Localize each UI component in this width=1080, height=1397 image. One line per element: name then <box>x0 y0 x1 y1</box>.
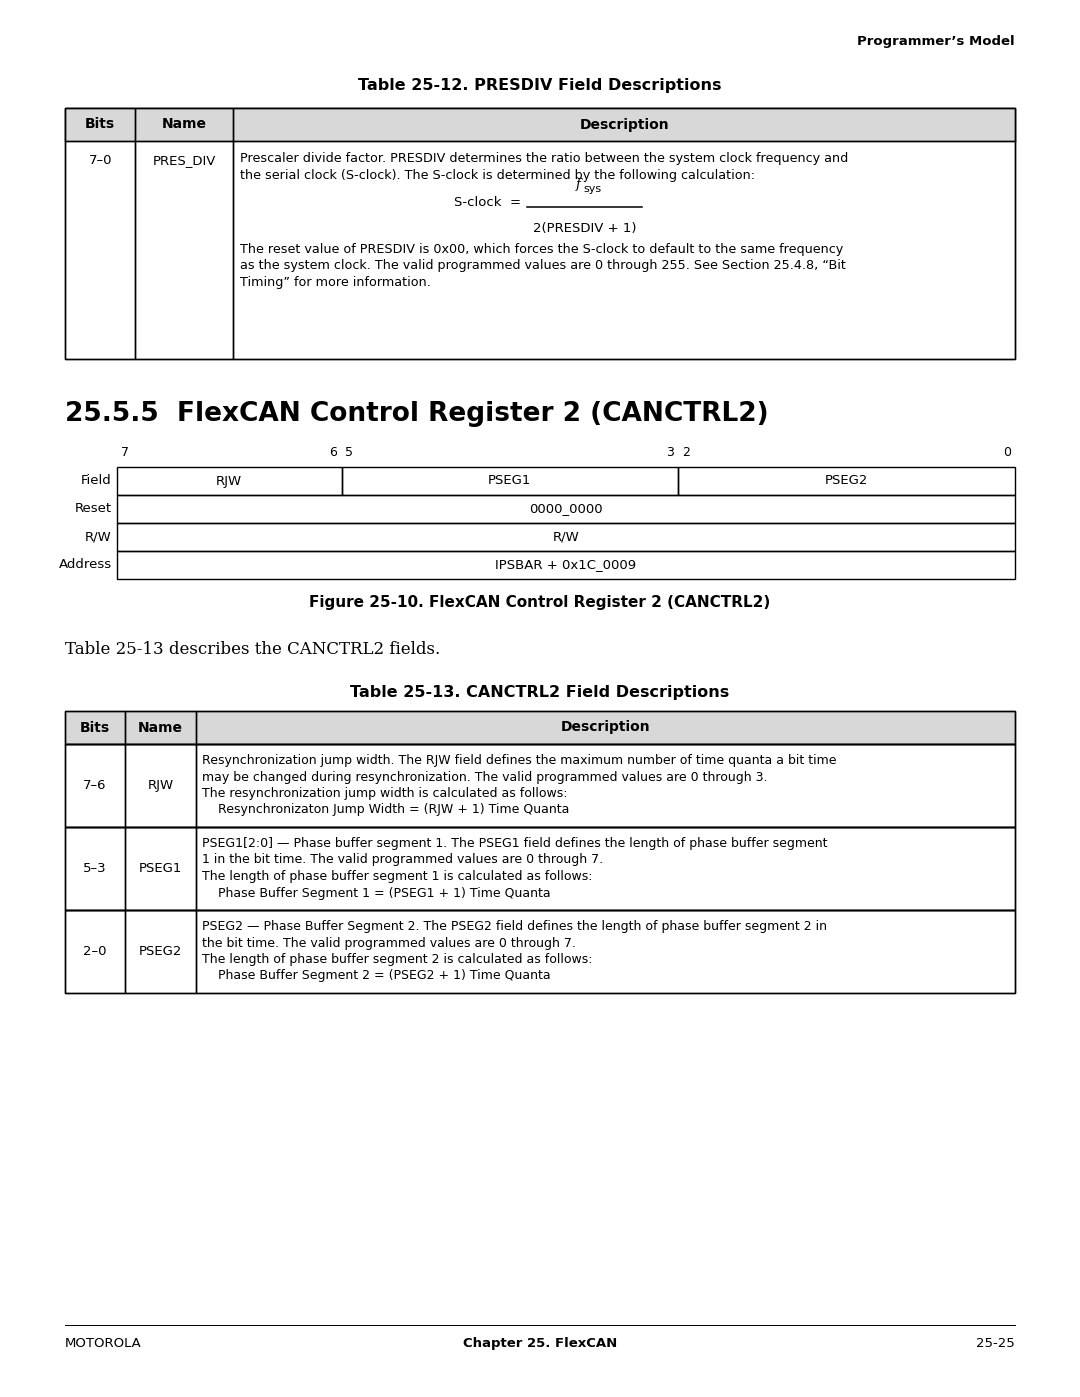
Text: 5–3: 5–3 <box>83 862 107 875</box>
Text: S-clock  =: S-clock = <box>455 197 522 210</box>
Bar <box>65 909 1015 993</box>
Text: f: f <box>576 177 581 191</box>
Text: may be changed during resynchronization. The valid programmed values are 0 throu: may be changed during resynchronization.… <box>202 771 768 784</box>
Bar <box>678 467 1015 495</box>
Bar <box>341 467 678 495</box>
Text: RJW: RJW <box>147 780 174 792</box>
Text: 2–0: 2–0 <box>83 944 107 958</box>
Bar <box>197 711 1015 745</box>
Text: The reset value of PRESDIV is 0x00, which forces the S-clock to default to the s: The reset value of PRESDIV is 0x00, whic… <box>240 243 843 256</box>
Text: 0: 0 <box>1003 447 1011 460</box>
Text: 7–0: 7–0 <box>89 154 112 168</box>
Text: Prescaler divide factor. PRESDIV determines the ratio between the system clock f: Prescaler divide factor. PRESDIV determi… <box>240 152 849 165</box>
Bar <box>197 745 1015 827</box>
Text: IPSBAR + 0x1C_0009: IPSBAR + 0x1C_0009 <box>496 559 636 571</box>
Bar <box>125 827 197 909</box>
Text: The length of phase buffer segment 2 is calculated as follows:: The length of phase buffer segment 2 is … <box>202 953 593 965</box>
Text: Reset: Reset <box>75 503 112 515</box>
Text: Figure 25-10. FlexCAN Control Register 2 (CANCTRL2): Figure 25-10. FlexCAN Control Register 2… <box>309 595 771 610</box>
Text: Phase Buffer Segment 2 = (PSEG2 + 1) Time Quanta: Phase Buffer Segment 2 = (PSEG2 + 1) Tim… <box>202 970 551 982</box>
Bar <box>65 711 1015 745</box>
Text: Name: Name <box>162 117 206 131</box>
Text: 1 in the bit time. The valid programmed values are 0 through 7.: 1 in the bit time. The valid programmed … <box>202 854 604 866</box>
Text: Table 25-13 describes the CANCTRL2 fields.: Table 25-13 describes the CANCTRL2 field… <box>65 641 441 658</box>
Bar <box>65 108 1015 141</box>
Text: 6: 6 <box>329 447 337 460</box>
Text: PSEG1[2:0] — Phase buffer segment 1. The PSEG1 field defines the length of phase: PSEG1[2:0] — Phase buffer segment 1. The… <box>202 837 827 849</box>
Text: PSEG2 — Phase Buffer Segment 2. The PSEG2 field defines the length of phase buff: PSEG2 — Phase Buffer Segment 2. The PSEG… <box>202 921 827 933</box>
Text: the serial clock (S-clock). The S-clock is determined by the following calculati: the serial clock (S-clock). The S-clock … <box>240 169 755 182</box>
Text: PSEG2: PSEG2 <box>139 944 183 958</box>
Text: 3: 3 <box>666 447 674 460</box>
Bar <box>197 909 1015 993</box>
Bar <box>233 108 1015 359</box>
Text: R/W: R/W <box>553 531 579 543</box>
Bar <box>65 745 125 827</box>
Text: Resynchronization jump width. The RJW field defines the maximum number of time q: Resynchronization jump width. The RJW fi… <box>202 754 837 767</box>
Text: Bits: Bits <box>85 117 116 131</box>
Text: Name: Name <box>138 721 183 735</box>
Text: The length of phase buffer segment 1 is calculated as follows:: The length of phase buffer segment 1 is … <box>202 870 593 883</box>
Text: 2: 2 <box>683 447 690 460</box>
Text: Description: Description <box>561 721 650 735</box>
Text: R/W: R/W <box>85 531 112 543</box>
Bar <box>125 909 197 993</box>
Bar <box>65 827 125 909</box>
Text: PRES_DIV: PRES_DIV <box>152 154 216 168</box>
Text: the bit time. The valid programmed values are 0 through 7.: the bit time. The valid programmed value… <box>202 936 576 950</box>
Text: Table 25-13. CANCTRL2 Field Descriptions: Table 25-13. CANCTRL2 Field Descriptions <box>350 685 730 700</box>
Text: PSEG1: PSEG1 <box>488 475 531 488</box>
Bar <box>117 467 341 495</box>
Text: 25.5.5  FlexCAN Control Register 2 (CANCTRL2): 25.5.5 FlexCAN Control Register 2 (CANCT… <box>65 401 769 427</box>
Text: Timing” for more information.: Timing” for more information. <box>240 277 431 289</box>
Text: Address: Address <box>59 559 112 571</box>
Bar <box>65 745 1015 827</box>
Bar <box>65 108 1015 359</box>
Text: The resynchronization jump width is calculated as follows:: The resynchronization jump width is calc… <box>202 787 568 800</box>
Text: Resynchronizaton Jump Width = (RJW + 1) Time Quanta: Resynchronizaton Jump Width = (RJW + 1) … <box>202 803 569 816</box>
Text: Programmer’s Model: Programmer’s Model <box>858 35 1015 47</box>
Bar <box>197 827 1015 909</box>
Text: 7–6: 7–6 <box>83 780 107 792</box>
Text: Table 25-12. PRESDIV Field Descriptions: Table 25-12. PRESDIV Field Descriptions <box>359 78 721 94</box>
Text: 5: 5 <box>346 447 353 460</box>
Text: Chapter 25. FlexCAN: Chapter 25. FlexCAN <box>463 1337 617 1350</box>
Text: as the system clock. The valid programmed values are 0 through 255. See Section : as the system clock. The valid programme… <box>240 260 846 272</box>
Bar <box>117 550 1015 578</box>
Bar <box>117 495 1015 522</box>
Text: 7: 7 <box>121 447 129 460</box>
Text: PSEG1: PSEG1 <box>139 862 183 875</box>
Bar <box>125 711 197 745</box>
Bar <box>135 108 233 359</box>
Bar <box>65 711 125 745</box>
Text: Bits: Bits <box>80 721 110 735</box>
Bar <box>65 909 125 993</box>
Text: PSEG2: PSEG2 <box>825 475 868 488</box>
Text: MOTOROLA: MOTOROLA <box>65 1337 141 1350</box>
Text: 25-25: 25-25 <box>976 1337 1015 1350</box>
Text: Field: Field <box>81 475 112 488</box>
Text: 0000_0000: 0000_0000 <box>529 503 603 515</box>
Text: Description: Description <box>579 117 669 131</box>
Text: sys: sys <box>583 184 602 194</box>
Text: RJW: RJW <box>216 475 242 488</box>
Text: 2(PRESDIV + 1): 2(PRESDIV + 1) <box>534 222 637 235</box>
Bar <box>65 108 135 359</box>
Bar <box>117 522 1015 550</box>
Bar <box>125 745 197 827</box>
Text: Phase Buffer Segment 1 = (PSEG1 + 1) Time Quanta: Phase Buffer Segment 1 = (PSEG1 + 1) Tim… <box>202 887 551 900</box>
Bar <box>65 827 1015 909</box>
